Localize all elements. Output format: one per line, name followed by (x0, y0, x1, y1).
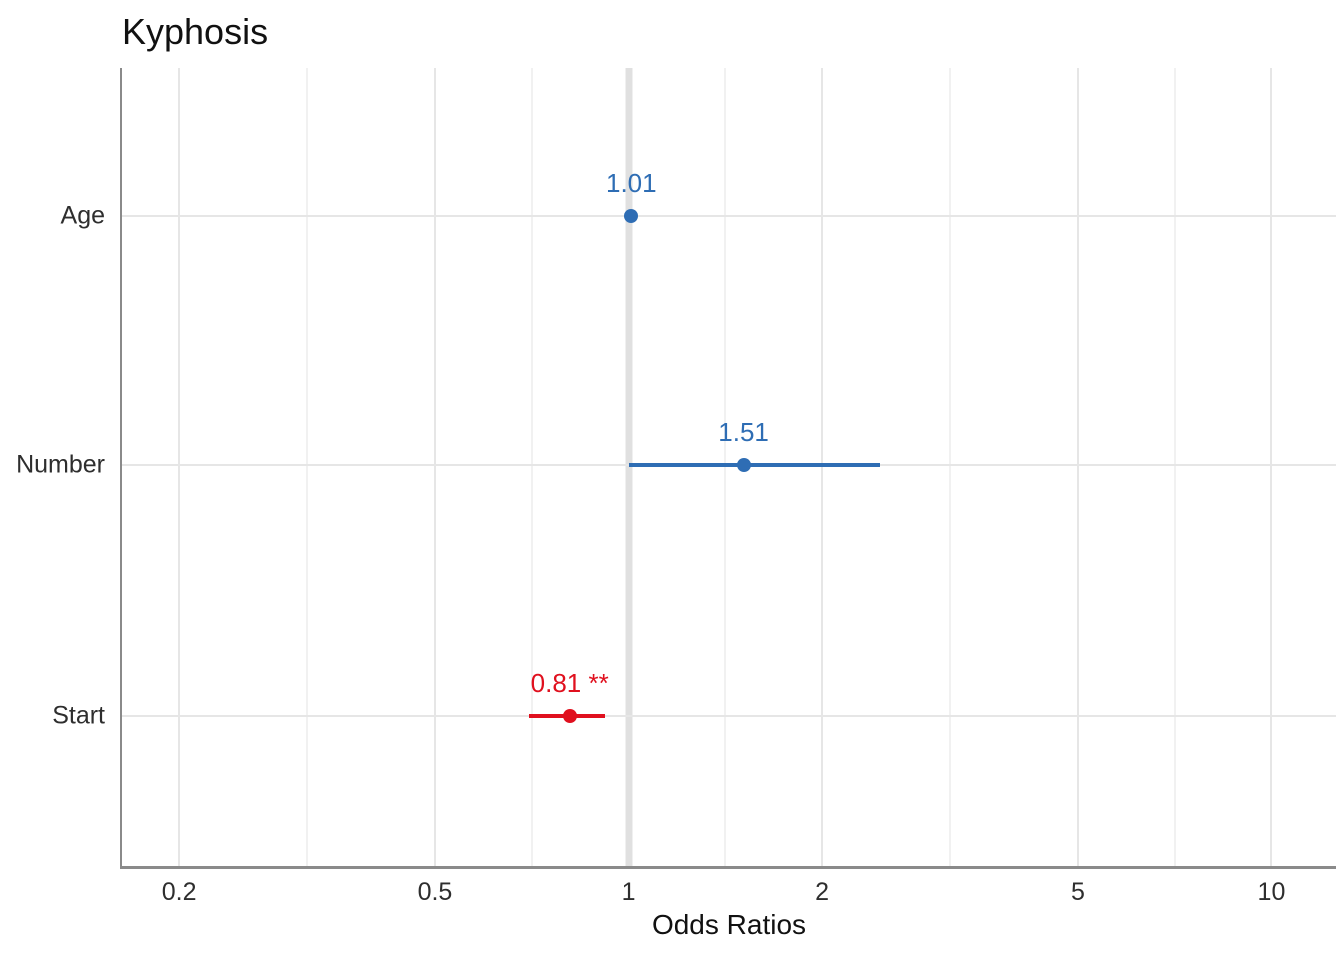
y-axis-labels: Age Number Start (0, 68, 105, 866)
y-axis-label: Number (16, 450, 105, 479)
major-gridline (178, 68, 181, 866)
major-gridline (1076, 68, 1079, 866)
row-gridline (122, 714, 1336, 717)
y-axis-line (119, 68, 122, 866)
x-axis-tick-label: 5 (1070, 878, 1085, 906)
major-gridline (433, 68, 436, 866)
minor-gridline (724, 68, 727, 866)
reference-line (625, 68, 633, 866)
minor-gridline (948, 68, 951, 866)
minor-gridline (1173, 68, 1176, 866)
plot-panel: 1.01 1.51 0.81 ** (122, 68, 1336, 866)
major-gridline (1270, 68, 1273, 866)
x-axis-tick-label: 2 (815, 878, 830, 906)
row-gridline (122, 214, 1336, 217)
x-axis-title: Odds Ratios (651, 909, 807, 940)
major-gridline (821, 68, 824, 866)
x-axis-tick-label: 0.5 (417, 878, 453, 906)
x-axis-tick-label: 0.2 (161, 878, 197, 906)
ci-whisker (628, 462, 880, 467)
x-axis-tick-label: 10 (1257, 878, 1286, 906)
estimate-point (562, 708, 577, 723)
y-axis-label: Age (60, 201, 105, 230)
estimate-value-label: 1.51 (718, 416, 769, 447)
estimate-value-label: 1.01 (605, 167, 657, 198)
y-axis-label: Start (52, 701, 105, 730)
minor-gridline (305, 68, 308, 866)
x-axis-line (119, 866, 1336, 869)
estimate-point (624, 208, 639, 223)
chart-title: Kyphosis (122, 11, 269, 52)
minor-gridline (530, 68, 533, 866)
estimate-value-label: 0.81 ** (530, 667, 609, 698)
x-axis-tick-labels: 0.2 0.5 1 2 5 10 (122, 880, 1336, 912)
estimate-point (736, 457, 751, 472)
x-axis-tick-label: 1 (621, 878, 636, 906)
